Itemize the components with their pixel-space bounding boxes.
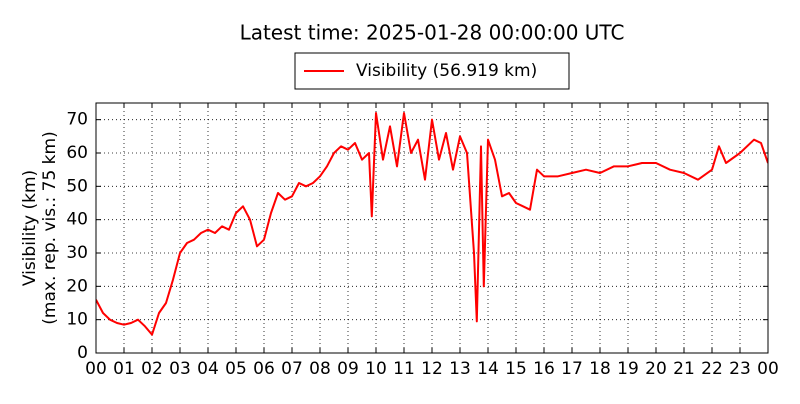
x-tick-label: 12 — [421, 359, 443, 379]
y-tick-label: 10 — [66, 310, 88, 330]
x-tick-label: 06 — [253, 359, 275, 379]
legend-label: Visibility (56.919 km) — [356, 61, 537, 81]
x-tick-label: 16 — [533, 359, 555, 379]
x-tick-label: 03 — [169, 359, 191, 379]
x-tick-label: 10 — [365, 359, 387, 379]
y-axis-label: (max. rep. vis.: 75 km) — [40, 131, 60, 324]
x-tick-label: 00 — [757, 359, 779, 379]
y-tick-label: 50 — [66, 176, 88, 196]
y-tick-label: 70 — [66, 110, 88, 130]
x-tick-label: 04 — [197, 359, 219, 379]
y-tick-label: 0 — [77, 343, 88, 363]
x-tick-label: 01 — [113, 359, 135, 379]
x-tick-label: 00 — [85, 359, 107, 379]
x-tick-label: 18 — [589, 359, 611, 379]
x-tick-label: 13 — [449, 359, 471, 379]
x-tick-label: 22 — [701, 359, 723, 379]
x-tick-label: 15 — [505, 359, 527, 379]
x-tick-label: 02 — [141, 359, 163, 379]
legend: Visibility (56.919 km) — [294, 52, 570, 90]
x-tick-label: 20 — [645, 359, 667, 379]
plot-frame — [95, 102, 769, 354]
x-tick-label: 09 — [337, 359, 359, 379]
y-tick-label: 30 — [66, 243, 88, 263]
chart-title: Latest time: 2025-01-28 00:00:00 UTC — [240, 21, 625, 45]
y-tick-label: 60 — [66, 143, 88, 163]
x-tick-label: 07 — [281, 359, 303, 379]
data-line — [96, 112, 768, 336]
y-axis-label: Visibility (km) — [20, 170, 40, 286]
x-tick-label: 05 — [225, 359, 247, 379]
x-tick-label: 19 — [617, 359, 639, 379]
x-tick-label: 17 — [561, 359, 583, 379]
x-tick-label: 23 — [729, 359, 751, 379]
x-tick-label: 08 — [309, 359, 331, 379]
y-tick-label: 20 — [66, 276, 88, 296]
x-tick-label: 14 — [477, 359, 499, 379]
x-tick-label: 11 — [393, 359, 415, 379]
y-tick-label: 40 — [66, 210, 88, 230]
x-tick-label: 21 — [673, 359, 695, 379]
